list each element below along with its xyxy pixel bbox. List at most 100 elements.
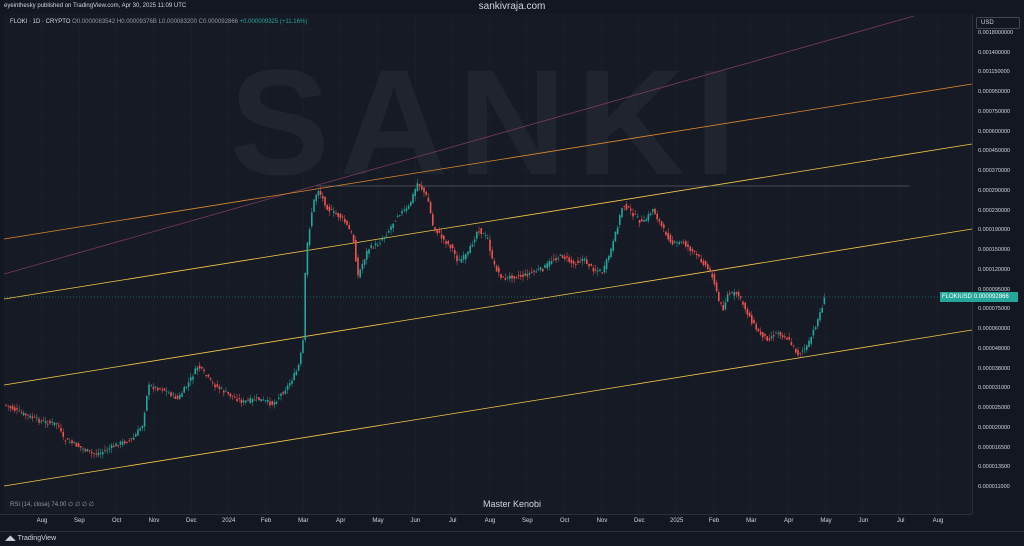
candle-body: [594, 269, 597, 271]
time-axis[interactable]: [0, 514, 972, 529]
candle-body: [249, 398, 251, 403]
candle-body: [689, 246, 691, 251]
candle-body: [698, 254, 700, 257]
candle-body: [359, 269, 361, 278]
candle-body: [777, 333, 779, 334]
candle-body: [707, 264, 709, 270]
candle-body: [542, 268, 544, 272]
candle-body: [821, 307, 823, 313]
time-tick-label: Nov: [148, 518, 160, 524]
channel-line-top: [4, 83, 972, 240]
candle-body: [462, 255, 465, 260]
candle-body: [531, 271, 533, 273]
candle-body: [282, 392, 284, 394]
diagonal-trendline: [4, 15, 915, 275]
candle-body: [381, 239, 383, 241]
chart-area[interactable]: SANKI: [4, 14, 972, 514]
candle-body: [130, 438, 133, 440]
candle-body: [522, 274, 524, 278]
candle-body: [51, 421, 53, 423]
candle-body: [69, 442, 71, 444]
candle-body: [641, 219, 643, 222]
candle-body: [766, 336, 768, 341]
candle-body: [726, 294, 729, 302]
time-tick-label: 2025: [669, 518, 684, 524]
candle-body: [724, 302, 727, 310]
publisher-line: eyeinthesky published on TradingView.com…: [4, 3, 187, 9]
candle-body: [605, 259, 608, 270]
symbol-label: FLOKI · 1D · CRYPTO: [10, 19, 71, 25]
price-tick-label: 0.000016500: [978, 444, 1011, 451]
candle-body: [286, 385, 289, 390]
candle-body: [337, 213, 339, 217]
candle-body: [172, 393, 174, 395]
price-tick-label: 0.000031000: [978, 385, 1011, 392]
candle-body: [295, 371, 298, 376]
candle-body: [443, 235, 445, 240]
candle-body: [603, 265, 606, 273]
candle-body: [148, 384, 150, 396]
candle-body: [297, 364, 300, 371]
candle-body: [106, 450, 108, 452]
candle-body: [751, 315, 753, 324]
candle-body: [183, 387, 185, 393]
candle-body: [711, 273, 713, 278]
candle-body: [165, 390, 168, 392]
candle-body: [524, 273, 526, 276]
candle-body: [264, 400, 267, 402]
candle-body: [86, 449, 89, 452]
candle-body: [361, 263, 364, 270]
candle-body: [315, 194, 317, 202]
price-axis[interactable]: [972, 14, 1024, 514]
candle-body: [447, 241, 449, 245]
candle-body: [95, 453, 97, 455]
candle-body: [339, 213, 342, 219]
price-tick-label: 0.000230000: [978, 207, 1011, 214]
candle-body: [132, 437, 135, 440]
candle-body: [119, 441, 122, 445]
candle-body: [482, 233, 485, 235]
channel-line-upper: [4, 143, 972, 300]
candle-body: [561, 255, 564, 258]
candle-body: [192, 376, 194, 380]
candle-body: [555, 258, 557, 261]
price-tick-label: 0.000025000: [978, 405, 1011, 412]
candle-body: [572, 261, 575, 264]
price-chart[interactable]: SANKI: [4, 14, 972, 514]
currency-button[interactable]: USD: [976, 17, 1020, 29]
candle-body: [476, 231, 478, 239]
candle-body: [709, 268, 711, 272]
candle-body: [363, 259, 366, 265]
rsi-extras: ∅ ∅ ∅ ∅: [68, 502, 94, 508]
candle-body: [801, 350, 804, 352]
candle-body: [284, 390, 287, 394]
candle-body: [535, 271, 537, 273]
candle-body: [676, 242, 678, 243]
candle-body: [819, 312, 821, 321]
candle-body: [491, 250, 493, 259]
price-tick-label: 0.000011000: [978, 484, 1010, 490]
candle-body: [99, 452, 102, 454]
candle-body: [806, 345, 808, 350]
candle-body: [97, 452, 100, 456]
price-tick-label: 0.000290000: [978, 187, 1011, 194]
candle-body: [207, 374, 210, 377]
candle-body: [355, 239, 357, 262]
price-tick-label: 0.000120000: [978, 266, 1011, 273]
candle-body: [47, 423, 49, 425]
candle-body: [374, 243, 377, 246]
candle-body: [693, 250, 696, 252]
candle-body: [218, 386, 221, 389]
candle-body: [333, 211, 335, 213]
price-tick-label: 0.000038000: [978, 365, 1011, 372]
candle-body: [304, 272, 306, 340]
tradingview-logo[interactable]: ◢◣ TradingView: [5, 534, 56, 542]
candle-body: [29, 415, 31, 418]
candle-body: [550, 261, 553, 264]
candle-body: [168, 392, 170, 394]
candle-body: [302, 340, 304, 353]
candle-body: [377, 245, 379, 247]
candle-body: [121, 441, 124, 445]
candle-body: [473, 239, 476, 243]
candle-body: [260, 399, 262, 402]
